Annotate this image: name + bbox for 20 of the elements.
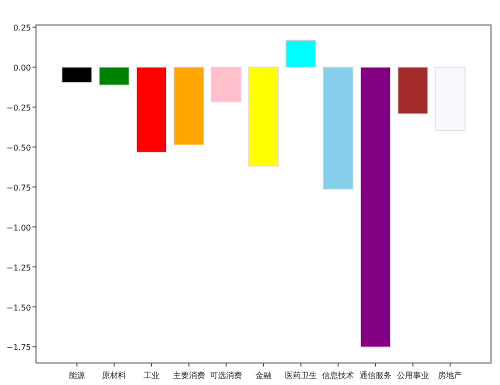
y-tick-label: −0.75 [6,183,31,192]
y-tick-label: −0.50 [6,144,31,153]
y-tick-label: −1.50 [6,303,31,312]
y-tick-label: −1.75 [6,343,31,352]
x-tick-label: 工业 [144,371,160,380]
x-tick-label: 公用事业 [396,371,429,380]
y-tick-label: −1.25 [6,263,31,272]
y-tick-label: 0.25 [13,24,31,33]
x-tick-label: 原材料 [102,371,126,380]
x-tick-label: 信息技术 [322,371,354,380]
x-tick-label: 医药卫生 [284,371,317,380]
y-tick-label: −1.00 [6,223,31,232]
x-tick-label: 能源 [68,371,85,380]
x-tick-label: 主要消费 [172,371,205,380]
x-tick-label: 房地产 [438,371,462,380]
x-tick-label: 通信服务 [359,371,392,380]
y-tick-label: 0.00 [13,64,31,73]
x-tick-label: 可选消费 [210,371,242,380]
x-tick-label: 金融 [256,371,272,380]
y-tick-label: −0.25 [6,104,31,113]
